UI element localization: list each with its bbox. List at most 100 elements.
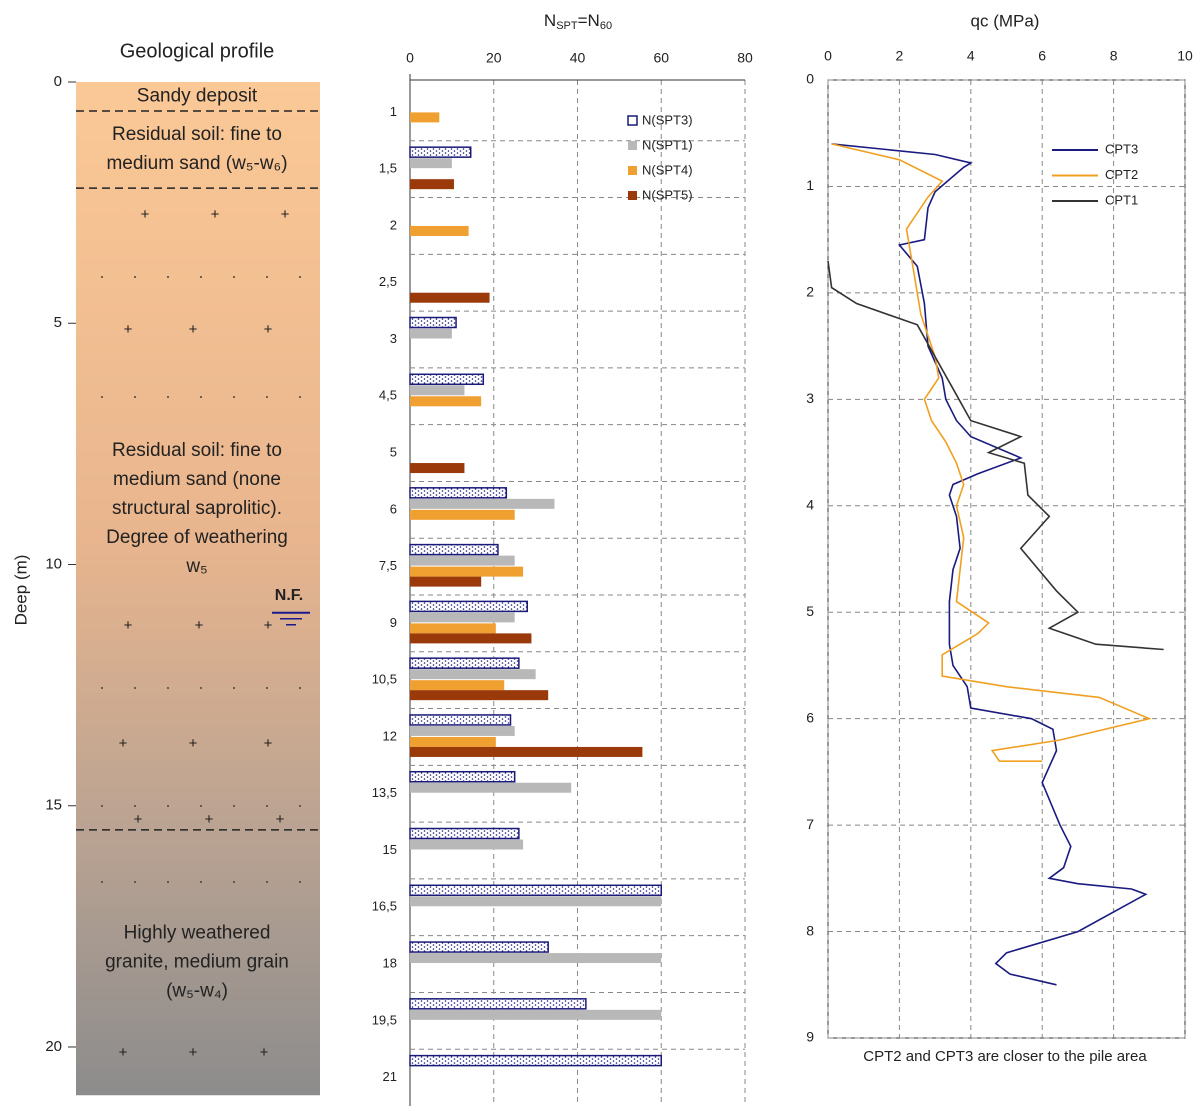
texture-cross: +	[260, 1044, 269, 1061]
texture-cross: +	[264, 617, 273, 634]
texture-dot	[101, 687, 103, 689]
bar	[410, 999, 586, 1009]
texture-cross: +	[124, 617, 133, 634]
bar	[410, 658, 519, 668]
y-tick-label: 5	[806, 603, 814, 619]
y-tick-label: 4,5	[379, 388, 397, 403]
bar	[410, 179, 454, 189]
texture-cross: +	[264, 321, 273, 338]
legend-label: N(SPT5)	[642, 187, 693, 202]
x-tick-label: 0	[824, 48, 832, 64]
legend-label: CPT3	[1105, 141, 1138, 156]
bar	[410, 1010, 661, 1020]
texture-cross: +	[119, 1044, 128, 1061]
texture-cross: +	[141, 206, 150, 223]
bar	[410, 747, 642, 757]
x-tick-label: 0	[406, 50, 414, 66]
texture-dot	[101, 805, 103, 807]
bar	[410, 715, 511, 725]
texture-dot	[266, 687, 268, 689]
legend-swatch	[628, 166, 637, 175]
texture-dot	[101, 396, 103, 398]
bar	[410, 567, 523, 577]
texture-dot	[233, 881, 235, 883]
y-tick-label: 12	[383, 728, 397, 743]
title-part: N	[544, 11, 556, 30]
bar	[410, 942, 548, 952]
y-axis-label: Deep (m)	[11, 555, 30, 626]
y-tick-label: 9	[806, 1029, 814, 1045]
bar	[410, 726, 515, 736]
title-part: =N	[578, 11, 600, 30]
y-tick-label: 15	[383, 842, 397, 857]
x-tick-label: 80	[737, 50, 753, 66]
texture-dot	[266, 805, 268, 807]
texture-dot	[299, 881, 301, 883]
bar	[410, 669, 536, 679]
texture-dot	[266, 276, 268, 278]
bar	[410, 840, 523, 850]
bar	[410, 829, 519, 839]
texture-cross: +	[205, 811, 214, 828]
texture-dot	[167, 805, 169, 807]
texture-dot	[134, 805, 136, 807]
y-tick-label: 8	[806, 922, 814, 938]
legend-label: CPT2	[1105, 167, 1138, 182]
texture-cross: +	[134, 811, 143, 828]
legend-label: CPT1	[1105, 192, 1138, 207]
texture-dot	[101, 881, 103, 883]
legend-swatch	[628, 141, 637, 150]
texture-dot	[266, 396, 268, 398]
bar	[410, 147, 471, 157]
texture-cross: +	[189, 735, 198, 752]
plot-frame	[828, 80, 1185, 1038]
legend-label: N(SPT3)	[642, 112, 693, 127]
texture-dot	[299, 687, 301, 689]
bar	[410, 772, 515, 782]
water-table-label: N.F.	[275, 587, 303, 604]
y-tick-label: 2	[390, 217, 397, 232]
cpt-line	[828, 261, 1164, 650]
layer-label: structural saprolitic).	[112, 498, 282, 519]
y-tick-label: 2	[806, 284, 814, 300]
y-tick-label: 16,5	[372, 899, 397, 914]
legend-swatch	[628, 191, 637, 200]
figure: Geological profile++++++++++++++++++0510…	[0, 0, 1202, 1106]
bar	[410, 601, 527, 611]
panel-title: NSPT=N60	[544, 11, 612, 31]
texture-dot	[233, 276, 235, 278]
x-tick-label: 10	[1177, 48, 1193, 64]
texture-dot	[266, 881, 268, 883]
y-tick-label: 3	[806, 390, 814, 406]
y-tick-label: 1	[806, 177, 814, 193]
layer-label: Sandy deposit	[137, 85, 258, 106]
page: {"chart_data": [ {"type": "layers", "tit…	[0, 0, 1202, 1106]
y-tick-label: 19,5	[372, 1012, 397, 1027]
texture-dot	[299, 276, 301, 278]
bar	[410, 556, 515, 566]
texture-cross: +	[264, 735, 273, 752]
texture-dot	[167, 396, 169, 398]
texture-dot	[233, 687, 235, 689]
y-tick-label: 21	[383, 1069, 397, 1084]
y-tick-label: 5	[54, 314, 62, 331]
layer-label: (w₅-w₄)	[166, 981, 228, 1002]
texture-dot	[134, 687, 136, 689]
bar	[410, 633, 531, 643]
texture-dot	[167, 881, 169, 883]
x-tick-label: 20	[486, 50, 502, 66]
bar	[410, 737, 496, 747]
texture-cross: +	[276, 811, 285, 828]
layer-label: w₅	[185, 556, 207, 577]
bar	[410, 510, 515, 520]
y-tick-label: 20	[45, 1038, 62, 1055]
x-tick-label: 6	[1038, 48, 1046, 64]
bar	[410, 488, 506, 498]
texture-dot	[299, 805, 301, 807]
texture-dot	[200, 687, 202, 689]
legend-swatch	[628, 116, 637, 125]
y-tick-label: 10,5	[372, 672, 397, 687]
texture-dot	[200, 396, 202, 398]
bar	[410, 577, 481, 587]
title-part: SPT	[556, 20, 578, 32]
